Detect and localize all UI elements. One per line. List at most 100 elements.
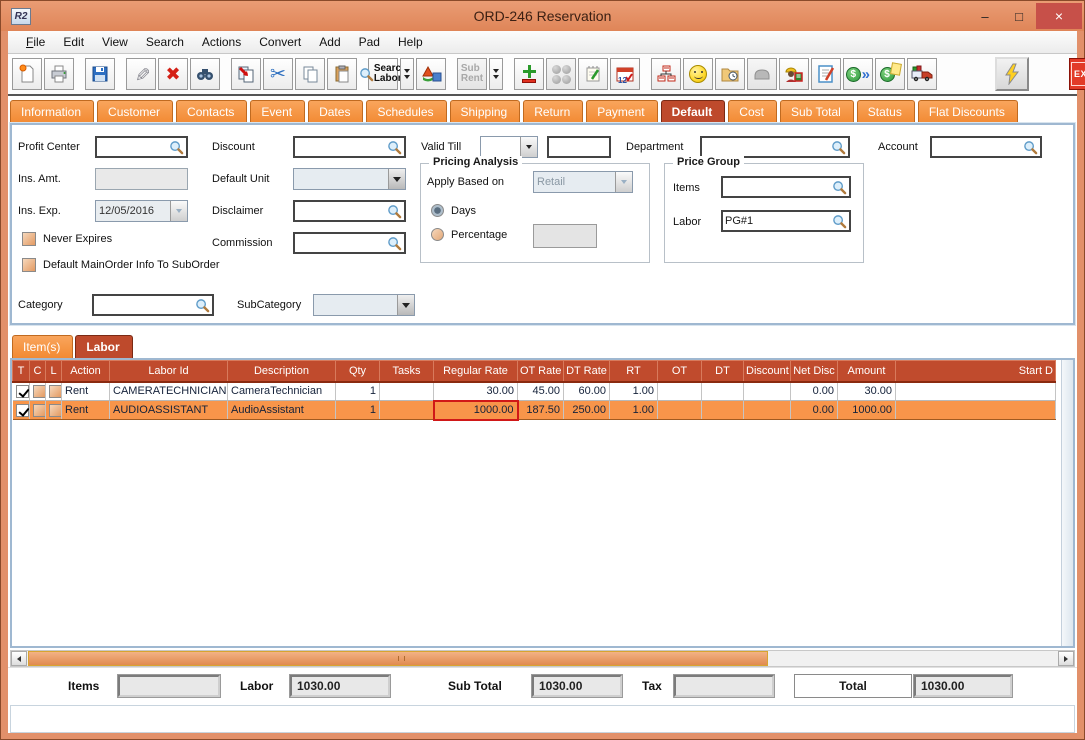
- t-checkbox[interactable]: [15, 384, 29, 398]
- dollar-notes-button[interactable]: $: [875, 58, 905, 90]
- form-edit-button[interactable]: [811, 58, 841, 90]
- edit-button[interactable]: ✎: [126, 58, 156, 90]
- menu-view[interactable]: View: [102, 35, 128, 49]
- c-checkbox[interactable]: [33, 384, 45, 398]
- tab-customer[interactable]: Customer: [97, 100, 174, 123]
- menu-pad[interactable]: Pad: [358, 35, 380, 49]
- close-button[interactable]: ×: [1036, 3, 1082, 29]
- cell-dt-rate[interactable]: 250.00: [563, 400, 610, 420]
- cell-action[interactable]: Rent: [61, 400, 110, 420]
- department-field[interactable]: [700, 136, 850, 158]
- cell-discount[interactable]: [743, 400, 791, 420]
- col-start-d[interactable]: Start D: [895, 360, 1056, 383]
- t-checkbox[interactable]: [15, 403, 29, 417]
- tab-labor[interactable]: Labor: [75, 335, 133, 358]
- price-group-items-field[interactable]: [721, 176, 851, 198]
- magnifier-icon[interactable]: [387, 204, 402, 219]
- days-radio[interactable]: Days: [431, 204, 476, 217]
- col-tasks[interactable]: Tasks: [379, 360, 434, 383]
- cell-tasks[interactable]: [379, 381, 434, 401]
- cell-description[interactable]: AudioAssistant: [227, 400, 336, 420]
- cell-ot-rate[interactable]: 45.00: [517, 381, 564, 401]
- radio-icon[interactable]: [431, 228, 444, 241]
- account-field[interactable]: [930, 136, 1042, 158]
- cell-regular-rate[interactable]: 30.00: [433, 381, 518, 401]
- magnifier-icon[interactable]: [831, 140, 846, 155]
- labor-schedule-button[interactable]: [779, 58, 809, 90]
- tab-dates[interactable]: Dates: [308, 100, 364, 123]
- col-description[interactable]: Description: [227, 360, 336, 383]
- cell-tasks[interactable]: [379, 400, 434, 420]
- grid-row-selected[interactable]: Rent AUDIOASSISTANT AudioAssistant 1 100…: [12, 399, 1056, 421]
- profit-center-field[interactable]: [95, 136, 188, 158]
- tab-event[interactable]: Event: [250, 100, 306, 123]
- cell-ot-rate[interactable]: 187.50: [517, 400, 564, 420]
- cell-net-disc[interactable]: 0.00: [790, 381, 838, 401]
- tab-cost[interactable]: Cost: [728, 100, 777, 123]
- cut-button[interactable]: ✂: [263, 58, 293, 90]
- col-labor-id[interactable]: Labor Id: [109, 360, 228, 383]
- cell-qty[interactable]: 1: [335, 381, 380, 401]
- col-rt[interactable]: RT: [609, 360, 658, 383]
- cell-rt[interactable]: 1.00: [609, 381, 658, 401]
- magnifier-icon[interactable]: [195, 298, 210, 313]
- col-c[interactable]: C: [29, 360, 46, 383]
- dollar-forward-button[interactable]: $ »: [843, 58, 873, 90]
- col-l[interactable]: L: [45, 360, 62, 383]
- minimize-button[interactable]: –: [981, 8, 989, 24]
- col-discount[interactable]: Discount: [743, 360, 791, 383]
- never-expires-checkbox[interactable]: Never Expires: [22, 232, 112, 246]
- copy-button[interactable]: [295, 58, 325, 90]
- tab-return[interactable]: Return: [523, 100, 584, 123]
- truck-button[interactable]: [907, 58, 937, 90]
- cell-start-d[interactable]: [895, 381, 1056, 401]
- l-checkbox[interactable]: [49, 384, 61, 398]
- valid-till-input[interactable]: [547, 136, 611, 158]
- shapes-button[interactable]: [416, 58, 446, 90]
- tab-shipping[interactable]: Shipping: [449, 100, 521, 123]
- copy-special-button[interactable]: [231, 58, 261, 90]
- magnifier-icon[interactable]: [1023, 140, 1038, 155]
- col-qty[interactable]: Qty: [335, 360, 380, 383]
- tab-flat-discounts[interactable]: Flat Discounts: [917, 100, 1018, 123]
- search-labor-dropdown-button[interactable]: [400, 58, 414, 90]
- category-field[interactable]: [92, 294, 214, 316]
- default-unit-combo[interactable]: [293, 168, 406, 190]
- cell-amount[interactable]: 1000.00: [837, 400, 896, 420]
- col-regular-rate[interactable]: Regular Rate: [433, 360, 518, 383]
- cell-ot[interactable]: [657, 400, 702, 420]
- percentage-radio[interactable]: Percentage: [431, 228, 507, 241]
- add-remove-button[interactable]: [514, 58, 544, 90]
- radio-icon[interactable]: [431, 204, 444, 217]
- c-checkbox[interactable]: [33, 403, 45, 417]
- calendar-button[interactable]: 12: [610, 58, 640, 90]
- notes-button[interactable]: [578, 58, 608, 90]
- search-labor-button[interactable]: Search Labor: [360, 58, 407, 90]
- cell-amount[interactable]: 30.00: [837, 381, 896, 401]
- chevron-down-icon[interactable]: [388, 169, 405, 189]
- tab-schedules[interactable]: Schedules: [366, 100, 447, 123]
- l-checkbox[interactable]: [49, 403, 61, 417]
- menu-convert[interactable]: Convert: [259, 35, 302, 49]
- print-button[interactable]: [44, 58, 74, 90]
- tab-contacts[interactable]: Contacts: [176, 100, 248, 123]
- col-ot-rate[interactable]: OT Rate: [517, 360, 564, 383]
- col-net-disc[interactable]: Net Disc: [790, 360, 838, 383]
- menu-file[interactable]: File: [26, 35, 46, 49]
- org-chart-button[interactable]: [651, 58, 681, 90]
- menu-add[interactable]: Add: [319, 35, 341, 49]
- disclaimer-field[interactable]: [293, 200, 406, 222]
- commission-field[interactable]: [293, 232, 406, 254]
- exit-button[interactable]: EXIT: [1069, 58, 1085, 90]
- cell-description[interactable]: CameraTechnician: [227, 381, 336, 401]
- grid-row[interactable]: Rent CAMERATECHNICIAN CameraTechnician 1…: [12, 381, 1056, 401]
- menu-actions[interactable]: Actions: [201, 35, 242, 49]
- col-amount[interactable]: Amount: [837, 360, 896, 383]
- tab-items[interactable]: Item(s): [12, 335, 74, 358]
- menu-edit[interactable]: Edit: [63, 35, 85, 49]
- cell-dt-rate[interactable]: 60.00: [563, 381, 610, 401]
- tab-sub-total[interactable]: Sub Total: [779, 100, 854, 123]
- cell-action[interactable]: Rent: [61, 381, 110, 401]
- tab-default[interactable]: Default: [660, 100, 726, 123]
- cell-discount[interactable]: [743, 381, 791, 401]
